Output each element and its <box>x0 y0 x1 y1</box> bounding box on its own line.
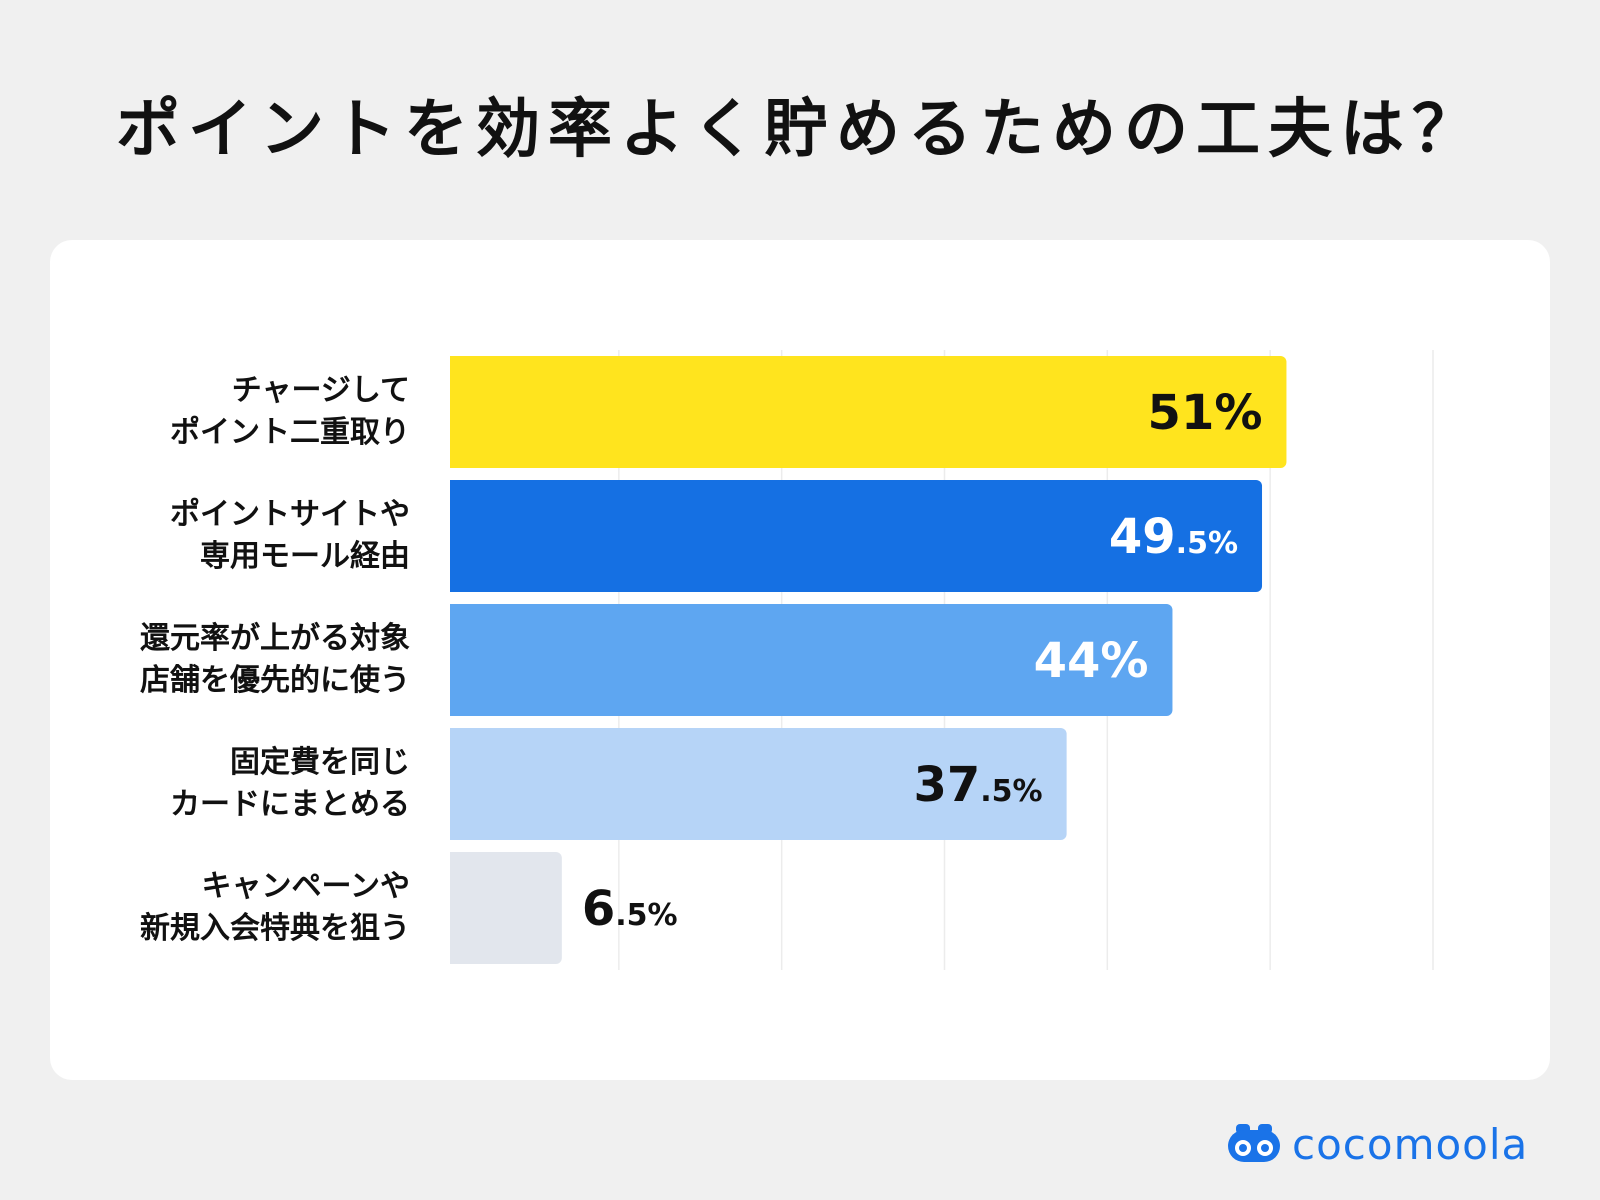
data-label: 6.5% <box>582 881 678 937</box>
data-label: 49.5% <box>1109 509 1238 565</box>
bar <box>450 480 1263 592</box>
brand-logo: cocomoola <box>1226 1116 1528 1172</box>
binoculars-icon <box>1228 1124 1280 1162</box>
bar-edge <box>450 604 462 716</box>
brand-name: cocomoola <box>1292 1119 1529 1169</box>
data-label: 44% <box>1034 633 1149 689</box>
data-label: 37.5% <box>913 757 1042 813</box>
bar-edge <box>450 480 462 592</box>
category-label: キャンペーンや 新規入会特典を狙う <box>140 869 410 946</box>
bar <box>450 356 1287 468</box>
bar <box>450 604 1173 716</box>
category-label: チャージして ポイント二重取り <box>170 373 410 450</box>
bar-edge <box>450 356 462 468</box>
bar-edge <box>450 852 462 964</box>
bar <box>450 728 1067 840</box>
category-label: ポイントサイトや 専用モール経由 <box>170 497 410 574</box>
bar-edge <box>450 728 462 840</box>
category-label: 還元率が上がる対象 店舗を優先的に使う <box>140 621 410 698</box>
category-label: 固定費を同じ カードにまとめる <box>170 745 410 822</box>
bar <box>450 852 562 964</box>
page-title: ポイントを効率よく貯めるための工夫は？ <box>116 93 1484 167</box>
data-label: 51% <box>1148 385 1263 441</box>
